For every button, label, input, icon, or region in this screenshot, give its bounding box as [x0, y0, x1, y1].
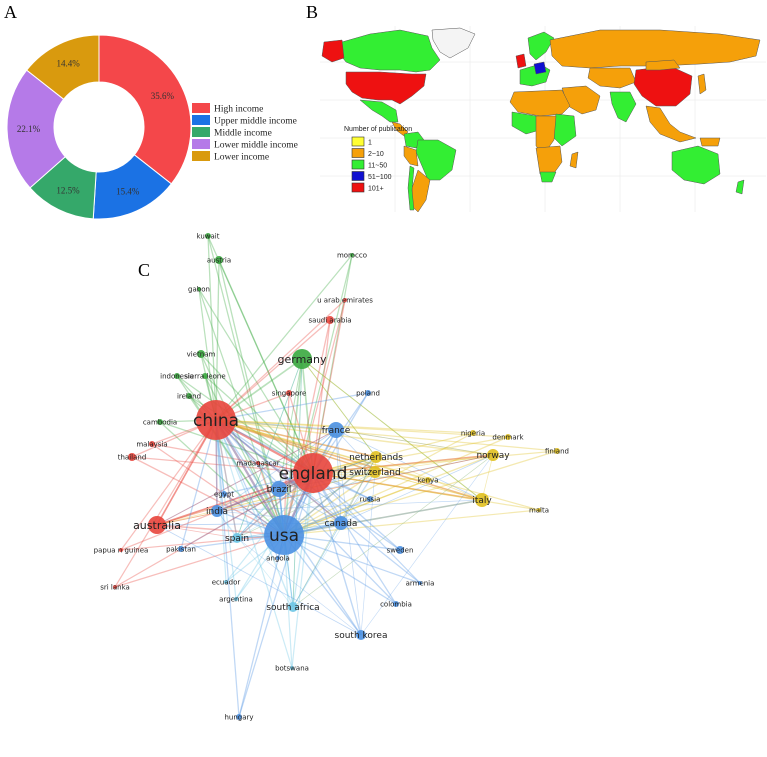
- network-node-label: sweden: [387, 546, 414, 554]
- network-node-label: poland: [356, 389, 380, 397]
- network-node-label: pakistan: [166, 545, 196, 553]
- network-edge: [237, 538, 361, 635]
- network-node-label: finland: [545, 447, 569, 455]
- network-node-label: saudi arabia: [308, 316, 351, 324]
- network-node-label: kuwait: [197, 232, 220, 240]
- network-node-label: morocco: [337, 251, 367, 259]
- donut-chart: 35.6% 15.4% 12.5% 22.1% 14.4% High income Upp…: [0, 0, 310, 225]
- network-node-label: italy: [472, 496, 492, 506]
- network-node-label: thailand: [118, 453, 147, 461]
- legend-label: Middle income: [214, 129, 272, 139]
- map-mongolia: [646, 60, 680, 70]
- network-node-label: sierra leone: [184, 372, 225, 380]
- network-node-label: china: [193, 411, 239, 431]
- network-node-label: papua n guinea: [94, 546, 149, 554]
- map-germany: [534, 62, 546, 74]
- network-node-label: angola: [266, 554, 290, 562]
- network-node-label: u arab emirates: [317, 296, 373, 304]
- network-node-label: singapore: [272, 389, 307, 397]
- legend-swatch: [192, 151, 210, 161]
- map-legend-label: 11~50: [368, 163, 387, 170]
- network-node-label: cambodia: [143, 418, 177, 426]
- donut-slice: [99, 35, 191, 184]
- network-panel: kuwait austria gabon morocco u arab emirates…: [0, 225, 767, 752]
- network-node-label: colombia: [380, 600, 412, 608]
- network-node-label: france: [322, 426, 351, 436]
- map-legend-title: Number of publication: [344, 126, 412, 133]
- map-legend-swatch: [352, 137, 364, 146]
- network-node-label: denmark: [492, 433, 524, 441]
- legend-label: Lower income: [214, 153, 269, 163]
- network-node-label: malta: [529, 506, 549, 514]
- donut-chart-panel: 35.6% 15.4% 12.5% 22.1% 14.4% High income Upp…: [0, 0, 310, 225]
- world-map-panel: Number of publication 1 2~10 11~50 51~100 10…: [300, 0, 767, 225]
- network-node-label: argentina: [219, 595, 253, 603]
- network-node-label: botswana: [275, 664, 309, 672]
- donut-legend: High income Upper middle income Middle inc…: [192, 103, 298, 163]
- map-legend-label: 2~10: [368, 151, 384, 158]
- network-node-label: south africa: [266, 603, 319, 613]
- donut-slice-label: 14.4%: [57, 59, 81, 69]
- network-node-label: netherlands: [349, 453, 403, 463]
- network-node-label: russia: [360, 495, 381, 503]
- map-papua: [700, 138, 720, 146]
- co-authorship-network: kuwait austria gabon morocco u arab emirates…: [0, 225, 767, 752]
- map-legend-swatch: [352, 183, 364, 192]
- network-node-label: madagascar: [236, 459, 279, 467]
- legend-label: High income: [214, 105, 263, 115]
- network-node-label: switzerland: [349, 468, 400, 478]
- network-node-label: ecuador: [212, 578, 241, 586]
- map-legend-swatch: [352, 172, 364, 181]
- legend-swatch: [192, 103, 210, 113]
- map-legend-label: 1: [368, 140, 372, 147]
- network-node-label: spain: [225, 534, 249, 544]
- network-node-label: south korea: [335, 631, 388, 641]
- network-node-label: norway: [476, 451, 510, 461]
- network-node-label: kenya: [418, 476, 439, 484]
- map-uk: [516, 54, 526, 68]
- donut-slice-label: 12.5%: [56, 185, 80, 195]
- network-node-label: australia: [133, 519, 181, 532]
- map-legend-swatch: [352, 160, 364, 169]
- network-node-label: nigeria: [461, 429, 485, 437]
- donut-slice-label: 35.6%: [151, 91, 175, 101]
- network-edge: [284, 500, 482, 535]
- network-node-label: hungary: [224, 713, 253, 721]
- network-node-label: gabon: [188, 285, 210, 293]
- donut-slice-label: 22.1%: [17, 124, 41, 134]
- legend-swatch: [192, 115, 210, 125]
- legend-swatch: [192, 139, 210, 149]
- network-node-label: england: [279, 464, 348, 484]
- network-node-label: ireland: [177, 392, 201, 400]
- network-node-label: egypt: [214, 490, 234, 498]
- network-node-label: armenia: [406, 579, 435, 587]
- network-node-label: sri lanka: [100, 583, 130, 591]
- map-legend-swatch: [352, 149, 364, 158]
- network-node-label: malaysia: [136, 440, 167, 448]
- network-labels: kuwait austria gabon morocco u arab emirates…: [94, 232, 569, 721]
- network-node-label: india: [206, 507, 228, 517]
- network-node-label: canada: [325, 519, 358, 529]
- network-node-label: austria: [207, 256, 231, 264]
- network-node-label: usa: [269, 526, 299, 546]
- map-legend-label: 51~100: [368, 174, 392, 181]
- network-node-label: vietnam: [187, 350, 216, 358]
- legend-label: Upper middle income: [214, 117, 297, 127]
- map-north-africa: [510, 90, 570, 116]
- network-node-label: germany: [277, 353, 327, 366]
- world-map: Number of publication 1 2~10 11~50 51~100 10…: [300, 0, 767, 225]
- map-legend-label: 101+: [368, 186, 384, 193]
- donut-slice-label: 15.4%: [116, 186, 140, 196]
- legend-swatch: [192, 127, 210, 137]
- network-node-label: brazil: [267, 485, 292, 495]
- legend-label: Lower middle income: [214, 141, 298, 151]
